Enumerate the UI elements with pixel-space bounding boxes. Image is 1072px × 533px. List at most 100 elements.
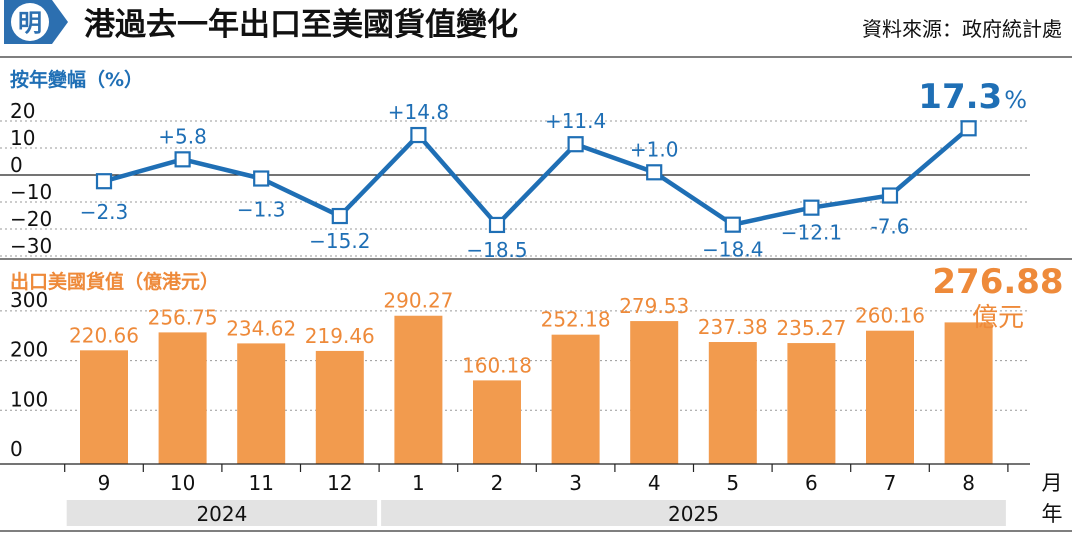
- line-point-marker: [960, 120, 977, 137]
- x-axis: 9 10 11 12 1 2 3 4 5 6 7 8 2024 2025 月 年: [0, 463, 1063, 526]
- yoy-line: [103, 126, 971, 228]
- page-title: 港過去一年出口至美國貨值變化: [84, 7, 518, 43]
- bar-value-label: 234.62: [226, 316, 296, 340]
- year-label: 2025: [668, 502, 719, 526]
- bar-value-labels: 220.66 256.75 234.62 219.46 290.27 160.18 252.…: [69, 289, 925, 378]
- bar-y-tick-label: 0: [10, 437, 23, 461]
- year-bands: 2024 2025: [66, 500, 1006, 526]
- line-point-label: +11.4: [545, 109, 606, 133]
- x-month-label: 4: [648, 471, 661, 495]
- bar-highlight-unit: 億元: [972, 303, 1024, 333]
- bar-value-label: 279.53: [619, 294, 689, 318]
- bar-value-label: 260.16: [855, 304, 925, 328]
- line-point-marker: [803, 199, 820, 216]
- source-note: 資料來源：政府統計處: [862, 17, 1062, 41]
- line-point-marker: [488, 216, 506, 234]
- x-month-label: 9: [98, 471, 111, 495]
- bar: [158, 332, 207, 464]
- bar-value-label: 160.18: [462, 353, 532, 377]
- bar-y-tick-label: 200: [10, 338, 48, 362]
- line-point-marker: [331, 207, 348, 225]
- line-point-label: −18.5: [466, 238, 527, 262]
- line-chart-title: 按年變幅（%）: [10, 68, 143, 91]
- bar: [630, 321, 679, 464]
- bar-value-label: 220.66: [69, 323, 139, 347]
- line-point-marker: [881, 187, 899, 204]
- line-point-label: −1.3: [237, 198, 286, 222]
- line-point-marker: [410, 126, 427, 144]
- x-month-label: 8: [962, 471, 975, 495]
- line-point-label: −12.1: [781, 221, 842, 245]
- x-month-label: 6: [805, 471, 818, 495]
- line-point-marker: [724, 216, 741, 233]
- bar: [787, 343, 836, 464]
- line-point-marker: [174, 151, 191, 168]
- x-month-label: 2: [491, 471, 504, 495]
- line-point-marker: [646, 164, 663, 181]
- line-point-label: +1.0: [630, 137, 679, 161]
- yoy-line-panel: 按年變幅（%） 20 10 0 −10 −20 −30 −2.3 +5.8 −1.3 −15.2…: [0, 68, 1030, 262]
- bar-value-label: 290.27: [383, 289, 453, 313]
- line-point-label: +14.8: [388, 100, 449, 124]
- bar: [80, 350, 128, 464]
- line-point-marker: [253, 170, 270, 187]
- line-point-marker: [567, 136, 584, 153]
- x-ticks: [64, 464, 1009, 472]
- line-highlight-value: 17.3: [918, 77, 1002, 117]
- bar-y-axis: 300 200 100 0: [10, 288, 48, 461]
- line-y-tick-label: 10: [10, 126, 35, 150]
- bar: [237, 343, 286, 464]
- logo-text: 明: [18, 9, 42, 37]
- line-y-tick-label: −10: [10, 180, 52, 204]
- x-month-label: 11: [248, 471, 273, 495]
- bar-value-label: 219.46: [305, 324, 375, 348]
- bar: [708, 342, 757, 464]
- line-point-label: +5.8: [158, 124, 207, 148]
- x-unit-month: 月: [1042, 471, 1063, 495]
- x-month-label: 1: [412, 471, 425, 495]
- bar-value-label: 235.27: [776, 316, 846, 340]
- bar-series: [80, 315, 993, 464]
- logo-circle: [11, 3, 49, 41]
- bar: [944, 322, 993, 464]
- line-y-tick-label: 20: [10, 99, 35, 123]
- line-point-label: −2.3: [80, 200, 129, 224]
- line-point-label: -7.6: [870, 215, 909, 239]
- x-unit-year: 年: [1042, 502, 1063, 526]
- line-highlight: 17.3%: [918, 77, 1027, 117]
- year-label: 2024: [196, 502, 247, 526]
- line-y-tick-label: 0: [10, 153, 23, 177]
- bar-value-label: 237.38: [698, 315, 768, 339]
- bar-value-label: 252.18: [541, 308, 611, 332]
- bar: [866, 330, 914, 464]
- bar-highlight-value: 276.88: [932, 262, 1063, 302]
- line-y-axis: 20 10 0 −10 −20 −30: [10, 99, 52, 258]
- x-month-label: 3: [569, 471, 582, 495]
- bar: [394, 315, 443, 464]
- bar: [315, 350, 364, 464]
- bar-chart-title: 出口美國貨值（億港元）: [10, 270, 219, 293]
- year-band: [381, 500, 1006, 526]
- bar-y-tick-label: 300: [10, 288, 48, 312]
- x-month-label: 7: [884, 471, 897, 495]
- line-gridlines: [0, 120, 1030, 257]
- line-y-tick-label: −20: [10, 207, 52, 231]
- x-month-label: 12: [327, 471, 352, 495]
- line-point-label: −18.4: [702, 238, 763, 262]
- bar-value-label: 256.75: [148, 305, 218, 329]
- line-point-labels: −2.3 +5.8 −1.3 −15.2 +14.8 −18.5 +11.4 +1.0 −18.…: [80, 100, 910, 262]
- bar: [473, 380, 521, 464]
- x-month-label: 10: [170, 471, 195, 495]
- header: 明 港過去一年出口至美國貨值變化 資料來源：政府統計處: [4, 0, 1062, 44]
- x-month-labels: 9 10 11 12 1 2 3 4 5 6 7 8: [98, 471, 975, 495]
- year-band: [66, 500, 378, 526]
- line-series: [95, 120, 977, 234]
- bar: [551, 334, 600, 464]
- bar-y-tick-label: 100: [10, 387, 48, 411]
- x-month-label: 5: [726, 471, 739, 495]
- line-point-marker: [95, 173, 113, 190]
- line-point-label: −15.2: [309, 229, 370, 253]
- line-highlight-unit: %: [1004, 86, 1027, 114]
- value-bar-panel: 出口美國貨值（億港元） 300 200 100 0 220.66 256.75 234.6…: [0, 262, 1064, 464]
